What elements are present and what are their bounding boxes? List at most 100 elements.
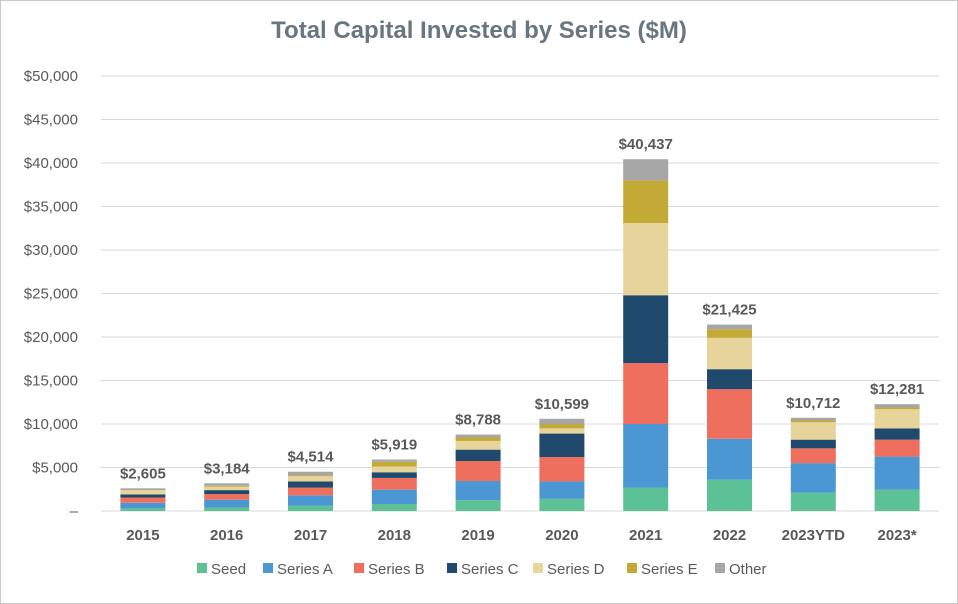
bar-segment — [120, 508, 166, 511]
bar-segment — [204, 485, 250, 487]
legend-label: Series B — [368, 561, 425, 578]
total-label: $4,514 — [288, 449, 335, 466]
bar-segment — [371, 504, 417, 511]
y-tick-label: $50,000 — [24, 68, 78, 85]
bar-segment — [204, 507, 250, 511]
bar-segment — [790, 439, 836, 449]
bar-segment — [790, 417, 836, 421]
y-tick-label: $45,000 — [24, 112, 78, 129]
bar-segment — [874, 409, 920, 429]
y-tick-label: – — [70, 503, 79, 520]
bar-segment — [288, 471, 333, 476]
total-label: $8,788 — [455, 412, 501, 429]
x-tick-label: 2022 — [713, 527, 746, 544]
bar-segment — [707, 369, 752, 390]
x-tick-label: 2023YTD — [782, 527, 846, 544]
bar-segment — [371, 489, 417, 505]
bar-segment — [539, 428, 585, 434]
bar-segment — [623, 363, 669, 424]
y-tick-label: $30,000 — [24, 242, 78, 259]
bar-segment — [371, 472, 417, 478]
bar-segment — [874, 456, 920, 490]
bar-segment — [623, 180, 669, 224]
bar-segment — [288, 505, 333, 511]
bar-segment — [707, 389, 752, 439]
legend-label: Series E — [641, 561, 698, 578]
legend-swatch — [263, 563, 273, 573]
legend-swatch — [197, 563, 207, 573]
x-tick-label: 2015 — [126, 527, 159, 544]
legend: Seed Series A Series B Series C Series D Seri… — [197, 561, 767, 578]
legend-swatch — [533, 563, 543, 573]
bar-segment — [204, 486, 250, 491]
bar-segment — [539, 433, 585, 458]
total-label: $3,184 — [204, 460, 251, 477]
bar-segment — [288, 495, 333, 506]
total-label: $21,425 — [702, 302, 756, 319]
bar-segment — [204, 483, 250, 486]
total-label: $5,919 — [371, 437, 417, 454]
bar-segment — [120, 490, 166, 495]
total-label: $10,712 — [786, 395, 840, 412]
bar-segment — [288, 487, 333, 496]
gridlines — [101, 75, 939, 512]
bar-segment — [455, 500, 501, 511]
bar-segment — [539, 498, 585, 511]
y-tick-label: $40,000 — [24, 155, 78, 172]
x-tick-label: 2021 — [629, 527, 662, 544]
bar-segment — [790, 463, 836, 493]
bar-segment — [455, 480, 501, 501]
bar-segment — [455, 440, 501, 450]
bar-segment — [790, 422, 836, 440]
bar-segment — [288, 481, 333, 488]
bar-segment — [707, 438, 752, 480]
bar-segment — [707, 329, 752, 338]
x-tick-label: 2019 — [461, 527, 494, 544]
bar-segment — [707, 337, 752, 370]
legend-swatch — [447, 563, 457, 573]
bar-segment — [874, 439, 920, 457]
bar-segment — [539, 424, 585, 429]
bar-segment — [790, 448, 836, 464]
legend-label: Other — [729, 561, 767, 578]
legend-swatch — [715, 563, 725, 573]
legend-label: Seed — [211, 561, 246, 578]
x-tick-label: 2018 — [378, 527, 411, 544]
bar-segment — [204, 499, 250, 508]
x-tick-label: 2023* — [877, 527, 916, 544]
bar-segment — [539, 481, 585, 499]
bar-segment — [623, 487, 669, 511]
legend-swatch — [354, 563, 364, 573]
x-tick-label: 2016 — [210, 527, 243, 544]
bar-segment — [204, 494, 250, 500]
y-tick-label: $10,000 — [24, 416, 78, 433]
bar-segment — [204, 490, 250, 495]
total-label: $10,599 — [535, 396, 589, 413]
bar-segment — [288, 475, 333, 477]
bar-segment — [790, 492, 836, 511]
chart-title: Total Capital Invested by Series ($M) — [271, 17, 687, 44]
bar-segment — [623, 223, 669, 296]
total-label: $40,437 — [619, 136, 673, 153]
bar-segment — [623, 295, 669, 364]
bar-segment — [623, 159, 669, 181]
bar-segment — [455, 437, 501, 441]
legend-label: Series D — [547, 561, 605, 578]
total-label: $2,605 — [120, 465, 166, 482]
bar-segment — [455, 434, 501, 438]
bar-segment — [539, 457, 585, 482]
bar-segment — [120, 497, 166, 503]
y-tick-label: $35,000 — [24, 199, 78, 216]
legend-swatch — [627, 563, 637, 573]
bar-segment — [371, 461, 417, 467]
bar-segment — [120, 502, 166, 509]
bar-segment — [790, 420, 836, 423]
bars — [120, 159, 920, 511]
bar-segment — [874, 489, 920, 511]
y-tick-label: $25,000 — [24, 286, 78, 303]
total-label: $12,281 — [870, 381, 924, 398]
bar-segment — [874, 404, 920, 408]
y-tick-label: $20,000 — [24, 329, 78, 346]
